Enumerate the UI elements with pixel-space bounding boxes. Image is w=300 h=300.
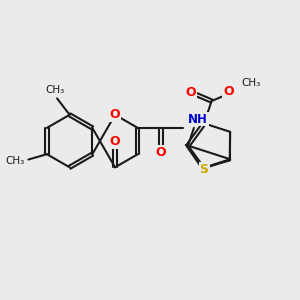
Text: O: O [110, 108, 120, 121]
Text: S: S [200, 163, 208, 176]
Text: O: O [223, 85, 234, 98]
Text: CH₃: CH₃ [46, 85, 65, 94]
Text: CH₃: CH₃ [242, 78, 261, 88]
Text: O: O [186, 85, 196, 99]
Text: O: O [110, 135, 120, 148]
Text: NH: NH [188, 112, 208, 125]
Text: CH₃: CH₃ [5, 156, 25, 166]
Text: O: O [156, 146, 167, 159]
